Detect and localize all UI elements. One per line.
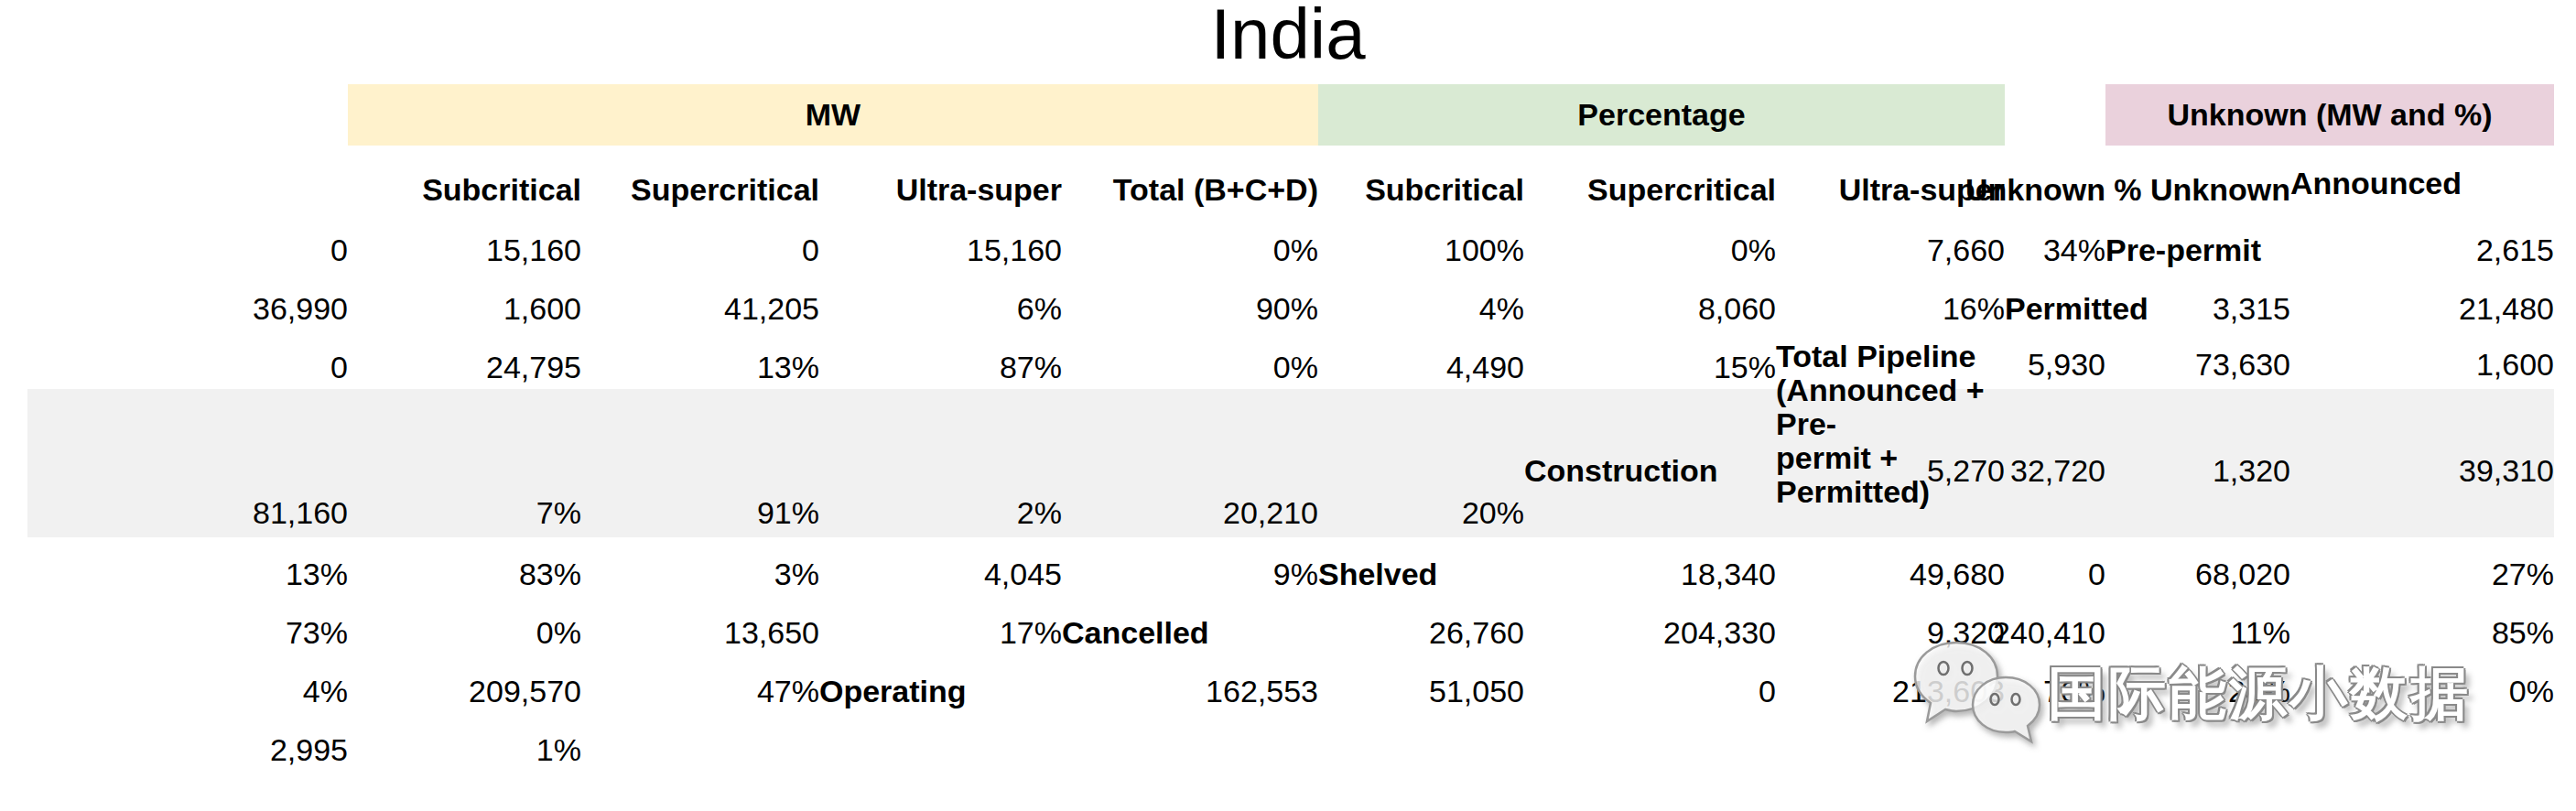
column-header: Supercritical bbox=[581, 146, 819, 221]
table-cell: 91% bbox=[581, 396, 819, 545]
table-cell: 87% bbox=[819, 338, 1062, 396]
table-cell: 49,680 bbox=[1776, 545, 2005, 603]
table-cell: 90% bbox=[1062, 279, 1318, 338]
column-header: % Unknown bbox=[2105, 146, 2290, 221]
table-cell: 24,795 bbox=[348, 338, 581, 396]
table-cell: 3% bbox=[581, 545, 819, 603]
section-band-mw: MW bbox=[348, 84, 1318, 146]
table-cell: 26,760 bbox=[1318, 603, 1524, 662]
table-cell: 39,310 bbox=[2290, 396, 2554, 545]
section-band-unknown-label: Unknown (MW and %) bbox=[2167, 97, 2492, 133]
table-cell: 6% bbox=[819, 279, 1062, 338]
row-label: Shelved bbox=[1318, 545, 1524, 603]
column-header: Subcritical bbox=[1318, 146, 1524, 221]
table-cell: 0 bbox=[41, 338, 348, 396]
table-cell: 4% bbox=[41, 662, 348, 720]
table-cell: 1,320 bbox=[2105, 396, 2290, 545]
table-cell: 5,270 bbox=[1776, 396, 2005, 545]
column-header: Unknown bbox=[2005, 146, 2105, 221]
table-cell: 32,720 bbox=[2005, 396, 2105, 545]
table-cell: 4% bbox=[1318, 279, 1524, 338]
india-coal-table-image: India MW Percentage Unknown (MW and %) S… bbox=[0, 0, 2576, 811]
table-cell: 20,210 bbox=[1062, 396, 1318, 545]
table-cell: 73% bbox=[41, 603, 348, 662]
table-cell: 15% bbox=[1524, 338, 1776, 396]
table-cell: 0 bbox=[41, 221, 348, 279]
table-cell: 81,160 bbox=[41, 396, 348, 545]
table-cell: 2,995 bbox=[41, 720, 348, 779]
table-cell: 17% bbox=[819, 603, 1062, 662]
table-cell: 13% bbox=[41, 545, 348, 603]
table-cell: 21,480 bbox=[2290, 279, 2554, 338]
table-cell: 4,490 bbox=[1318, 338, 1524, 396]
table-cell: 73,630 bbox=[2105, 338, 2290, 396]
table-cell: 0 bbox=[1524, 662, 1776, 720]
row-label: Permitted bbox=[2005, 279, 2105, 338]
table-cell: 209,570 bbox=[348, 662, 581, 720]
section-band-mw-label: MW bbox=[806, 97, 860, 133]
watermark-account-name: 国际能源小数据 bbox=[2048, 654, 2471, 733]
table-cell: 7,660 bbox=[1776, 221, 2005, 279]
table-cell: 27% bbox=[2290, 545, 2554, 603]
table-cell: 0% bbox=[348, 603, 581, 662]
table-cell: 51,050 bbox=[1318, 662, 1524, 720]
table-cell: 16% bbox=[1776, 279, 2005, 338]
table-cell: 0% bbox=[1524, 221, 1776, 279]
table-cell: 41,205 bbox=[581, 279, 819, 338]
table-cell: 83% bbox=[348, 545, 581, 603]
column-header: Total (B+C+D) bbox=[1062, 146, 1318, 221]
table-cell: 0% bbox=[1062, 221, 1318, 279]
table-cell: 15,160 bbox=[819, 221, 1062, 279]
table-cell: 162,553 bbox=[1062, 662, 1318, 720]
column-header: Supercritical bbox=[1524, 146, 1776, 221]
row-label: Total Pipeline(Announced + Pre-permit +P… bbox=[1776, 338, 2005, 396]
table-cell: 68,020 bbox=[2105, 545, 2290, 603]
wechat-icon bbox=[1909, 637, 2048, 751]
table-cell: 13,650 bbox=[581, 603, 819, 662]
table-cell: 20% bbox=[1318, 396, 1524, 545]
table-cell: 204,330 bbox=[1524, 603, 1776, 662]
table-cell: 0% bbox=[1062, 338, 1318, 396]
table-cell: 0 bbox=[581, 221, 819, 279]
section-band-percentage: Percentage bbox=[1318, 84, 2005, 146]
table-cell: 3,315 bbox=[2105, 279, 2290, 338]
table-cell: 9% bbox=[1062, 545, 1318, 603]
table-cell: 47% bbox=[581, 662, 819, 720]
table-cell: 18,340 bbox=[1524, 545, 1776, 603]
column-header: Subcritical bbox=[348, 146, 581, 221]
wechat-watermark: 国际能源小数据 bbox=[1909, 637, 2471, 751]
table-cell: 1% bbox=[348, 720, 581, 779]
table-cell: 36,990 bbox=[41, 279, 348, 338]
table-cell: 1,600 bbox=[2290, 338, 2554, 396]
column-header: Ultra-super bbox=[819, 146, 1062, 221]
section-band-percentage-label: Percentage bbox=[1577, 97, 1745, 133]
table-cell: 7% bbox=[348, 396, 581, 545]
row-label-line: Total Pipeline bbox=[1776, 340, 1976, 373]
table-cell: 1,600 bbox=[348, 279, 581, 338]
table-cell: 4,045 bbox=[819, 545, 1062, 603]
row-label: Pre-permit bbox=[2105, 221, 2290, 279]
table-cell: 2% bbox=[819, 396, 1062, 545]
row-label: Construction bbox=[1524, 396, 1776, 545]
table-cell: 34% bbox=[2005, 221, 2105, 279]
table-cell: 15,160 bbox=[348, 221, 581, 279]
row-label: Announced bbox=[2290, 146, 2554, 221]
table-cell: 8,060 bbox=[1524, 279, 1776, 338]
page-title: India bbox=[0, 0, 2576, 75]
table-cell: 5,930 bbox=[2005, 338, 2105, 396]
table-cell: 100% bbox=[1318, 221, 1524, 279]
table-cell: 13% bbox=[581, 338, 819, 396]
section-band-unknown: Unknown (MW and %) bbox=[2105, 84, 2554, 146]
row-label: Operating bbox=[819, 662, 1062, 720]
table-cell: 0 bbox=[2005, 545, 2105, 603]
row-label: Cancelled bbox=[1062, 603, 1318, 662]
column-header-corner bbox=[41, 146, 348, 221]
table-cell: 2,615 bbox=[2290, 221, 2554, 279]
